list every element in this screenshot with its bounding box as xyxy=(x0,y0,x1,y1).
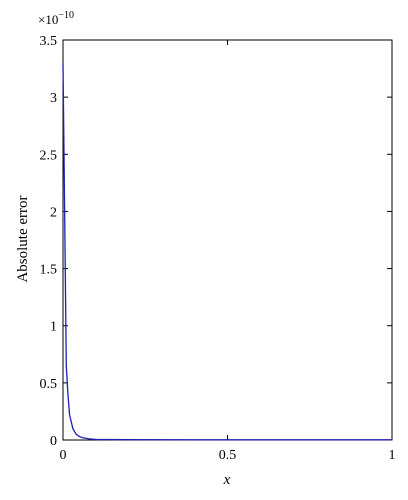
y-tick-label: 0.5 xyxy=(40,377,58,392)
y-tick-label: 2 xyxy=(50,205,57,220)
y-axis: 0 0.5 1 1.5 2 2.5 3 3.5 xyxy=(40,34,392,449)
x-tick-label: 0 xyxy=(60,448,67,463)
x-axis: 0 0.5 1 xyxy=(60,40,396,463)
plot-area xyxy=(62,39,393,441)
plot-frame xyxy=(62,39,393,441)
y-axis-multiplier: ×10−10 xyxy=(38,10,74,27)
y-axis-label: Absolute error xyxy=(15,195,31,282)
y-multiplier-base: ×10 xyxy=(38,12,58,27)
y-tick-label: 2.5 xyxy=(40,148,58,163)
x-axis-label: x xyxy=(223,472,231,488)
y-tick-label: 3 xyxy=(50,91,57,106)
y-tick-label: 1.5 xyxy=(40,263,58,278)
y-tick-label: 1 xyxy=(50,320,57,335)
x-tick-label: 0.5 xyxy=(219,448,237,463)
y-tick-label: 0 xyxy=(50,434,57,449)
y-multiplier-exponent: −10 xyxy=(58,10,74,21)
series-line xyxy=(62,62,392,441)
x-tick-label: 1 xyxy=(389,448,396,463)
y-tick-label: 3.5 xyxy=(40,34,58,49)
